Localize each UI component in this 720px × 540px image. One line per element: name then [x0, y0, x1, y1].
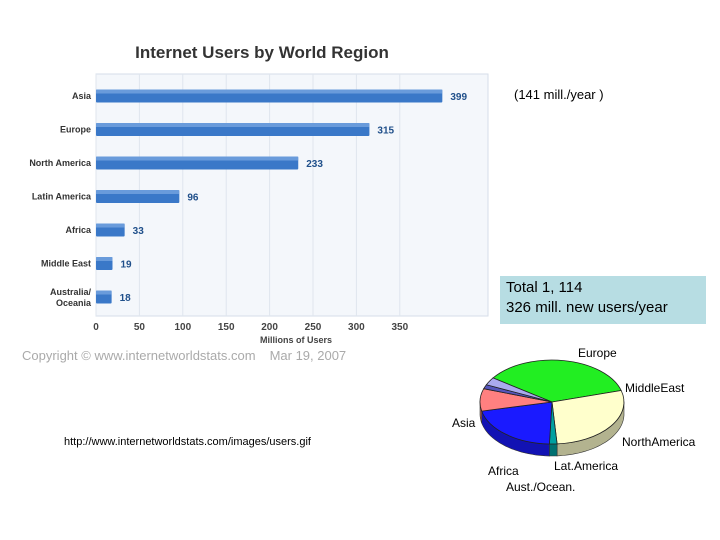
value-label-europe: 315	[377, 126, 394, 137]
pie-label-europe: Europe	[578, 346, 617, 360]
copyright-site: Copyright © www.internetworldstats.com	[22, 348, 256, 363]
pie-chart: Asia Europe MiddleEast NorthAmerica Lat.Amer…	[452, 346, 696, 494]
pie-label-aust-ocean: Aust./Ocean.	[506, 480, 575, 494]
new-users-text: 326 mill. new users/year	[506, 299, 668, 316]
pie-label-north-america: NorthAmerica	[622, 435, 696, 449]
total-note-box: Total 1, 114 326 mill. new users/year	[500, 276, 706, 324]
bar-highlight-asia	[96, 89, 443, 94]
value-labels: 399 315 233 96 33 19 18	[120, 92, 468, 304]
total-users-text: Total 1, 114	[506, 279, 583, 296]
category-label-latin-america: Latin America	[32, 192, 92, 202]
x-tick-label-150: 150	[218, 322, 235, 333]
value-label-north-america: 233	[306, 159, 323, 170]
pie-slice-asia	[492, 359, 622, 403]
x-tick-label-250: 250	[305, 322, 322, 333]
value-label-latin-america: 96	[187, 193, 199, 204]
pie-slice-africa	[485, 377, 553, 403]
bar-highlight-europe	[96, 123, 370, 127]
pie-slice-north-america	[481, 401, 553, 445]
pie-side-middle-east	[549, 443, 558, 457]
category-label-north-america: North America	[29, 158, 92, 168]
x-tick-labels: 0 50 100 150 200 250 300 350	[93, 322, 408, 333]
x-axis-label: Millions of Users	[260, 335, 332, 345]
value-label-middle-east: 19	[120, 260, 132, 271]
x-tick-label-300: 300	[348, 322, 365, 333]
value-label-africa: 33	[133, 226, 145, 237]
bar-highlight-north-america	[96, 156, 299, 161]
value-label-australia-oceania: 18	[120, 293, 132, 304]
bar-highlight-australia-oceania	[96, 290, 112, 295]
category-label-middle-east: Middle East	[41, 259, 91, 269]
category-label-africa: Africa	[65, 225, 92, 235]
x-tick-label-350: 350	[391, 322, 408, 333]
category-labels: Asia Europe North America Latin America Afri…	[29, 91, 92, 308]
bar-chart: Internet Users by World Region Asia Europ…	[29, 43, 489, 345]
pie-slice-europe	[551, 390, 625, 445]
copyright-text: Copyright © www.internetworldstats.com Ma…	[22, 348, 360, 363]
value-label-asia: 399	[450, 92, 467, 103]
x-tick-label-50: 50	[134, 322, 146, 333]
bar-highlight-middle-east	[96, 257, 113, 261]
pie-label-asia: Asia	[452, 416, 476, 430]
grid-lines	[95, 74, 401, 316]
x-tick-label-100: 100	[174, 322, 191, 333]
bars	[96, 89, 443, 304]
pie-slices	[479, 359, 625, 445]
pie-label-africa: Africa	[488, 464, 519, 478]
pie-label-middle-east: MiddleEast	[625, 381, 685, 395]
bar-chart-title: Internet Users by World Region	[135, 43, 389, 62]
category-label-europe: Europe	[60, 125, 91, 135]
category-label-asia: Asia	[72, 91, 92, 101]
copyright-date: Mar 19, 2007	[269, 348, 347, 363]
category-label-australia-oceania: Australia/Oceania	[50, 287, 92, 308]
bar-highlight-africa	[96, 223, 125, 228]
pie-labels: Asia Europe MiddleEast NorthAmerica Lat.Amer…	[452, 346, 696, 494]
x-tick-label-200: 200	[261, 322, 278, 333]
x-tick-label-0: 0	[93, 322, 99, 333]
pie-label-lat-america: Lat.America	[554, 459, 618, 473]
growth-rate-note: (141 mill./year )	[514, 87, 604, 102]
source-url-text[interactable]: http://www.internetworldstats.com/images…	[64, 436, 311, 448]
bar-highlight-latin-america	[96, 190, 180, 194]
